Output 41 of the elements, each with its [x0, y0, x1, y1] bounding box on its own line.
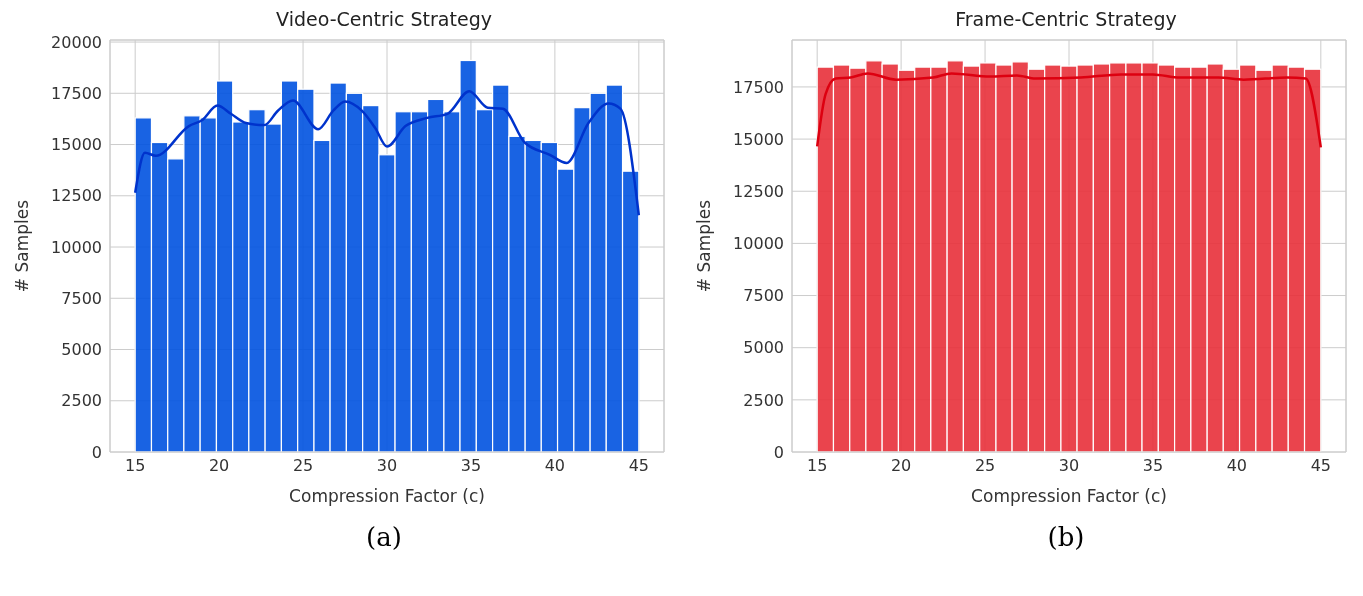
x-tick-label: 25 — [292, 456, 314, 476]
x-tick-label: 15 — [807, 456, 828, 476]
chart-title: Frame-Centric Strategy — [954, 8, 1178, 32]
x-tick-label: 45 — [628, 456, 649, 476]
x-tick-label: 20 — [208, 456, 230, 476]
y-tick-label: 7500 — [743, 286, 784, 306]
chart-title: Video-Centric Strategy — [275, 8, 493, 32]
y-tick-label: 5000 — [61, 340, 102, 360]
x-tick-label: 25 — [974, 456, 996, 476]
y-tick-label: 17500 — [733, 77, 784, 97]
line-series — [133, 89, 641, 217]
y-tick-label: 10000 — [51, 237, 102, 257]
y-tick-label: 12500 — [733, 181, 784, 201]
y-tick-label: 5000 — [743, 338, 784, 358]
y-axis-title: # Samples — [694, 199, 715, 293]
y-tick-label: 7500 — [61, 288, 102, 308]
text: (b) — [1046, 522, 1086, 552]
x-tick-label: 45 — [1310, 456, 1331, 476]
y-tick-label: 12500 — [51, 186, 102, 206]
text: (a) — [365, 522, 403, 552]
x-axis-title: Compression Factor (c) — [971, 486, 1167, 506]
y-tick-label: 0 — [91, 442, 102, 462]
y-axis-title: # Samples — [12, 199, 33, 293]
y-tick-label: 17500 — [51, 83, 102, 103]
x-tick-label: 15 — [125, 456, 146, 476]
x-axis-title: Compression Factor (c) — [289, 486, 485, 506]
y-tick-label: 20000 — [51, 32, 102, 52]
x-tick-label: 35 — [1142, 456, 1164, 476]
x-tick-label: 30 — [376, 456, 398, 476]
x-tick-label: 20 — [890, 456, 912, 476]
y-tick-label: 2500 — [743, 390, 784, 410]
y-tick-label: 2500 — [61, 391, 102, 411]
y-tick-label: 0 — [773, 442, 784, 462]
y-tick-label: 15000 — [733, 129, 784, 149]
y-tick-label: 15000 — [51, 135, 102, 155]
x-tick-label: 35 — [460, 456, 482, 476]
line-series — [815, 72, 1323, 149]
x-tick-label: 30 — [1058, 456, 1080, 476]
x-tick-label: 40 — [1226, 456, 1248, 476]
x-tick-label: 40 — [544, 456, 566, 476]
y-tick-label: 10000 — [733, 234, 784, 254]
